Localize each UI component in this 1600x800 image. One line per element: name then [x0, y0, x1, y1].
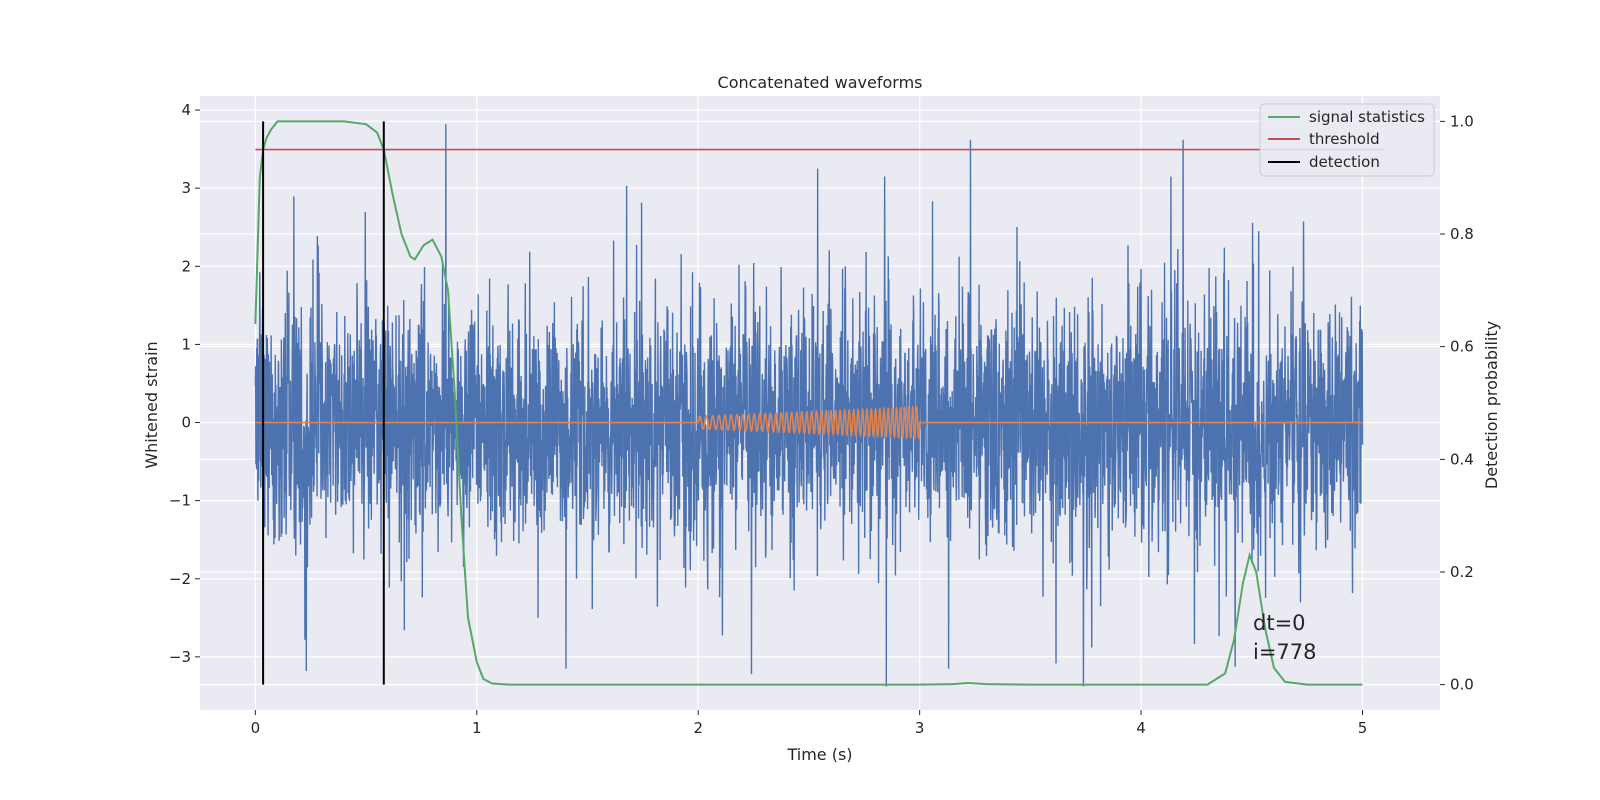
y2-tick-label: 0.4 [1450, 450, 1474, 468]
y2-tick-label: 0.0 [1450, 676, 1474, 694]
x-axis-ticks: 0 1 2 3 4 5 [251, 710, 1368, 737]
x-tick-label: 5 [1358, 719, 1368, 737]
x-tick-label: 0 [251, 719, 261, 737]
annotation-index: i=778 [1253, 640, 1317, 664]
noise-series-line [254, 124, 1364, 687]
legend-box [1259, 103, 1435, 177]
y2-tick-label: 0.8 [1450, 225, 1474, 243]
y-tick-label: 1 [181, 335, 191, 353]
x-tick-label: 4 [1136, 719, 1146, 737]
legend-label-signal-statistics: signal statistics [1309, 108, 1425, 126]
y-tick-label: 4 [181, 101, 191, 119]
annotation-dt: dt=0 [1253, 611, 1306, 635]
legend-label-detection: detection [1309, 153, 1380, 171]
series-layer [254, 120, 1385, 687]
detection-lines [262, 121, 385, 685]
y2-axis-label: Detection probability [1482, 321, 1501, 489]
x-axis-label: Time (s) [786, 745, 852, 764]
x-tick-label: 3 [915, 719, 925, 737]
y-tick-label: 3 [181, 179, 191, 197]
y-axis-ticks: −3 −2 −1 0 1 2 3 4 [169, 101, 200, 666]
legend-label-threshold: threshold [1309, 130, 1380, 148]
x-tick-label: 1 [472, 719, 482, 737]
y2-axis-ticks: 0.0 0.2 0.4 0.6 0.8 1.0 [1440, 112, 1474, 694]
y-tick-label: 0 [181, 414, 191, 432]
legend: signal statistics threshold detection [1259, 103, 1435, 177]
y-tick-label: 2 [181, 257, 191, 275]
y-tick-label: −1 [169, 492, 191, 510]
y2-tick-label: 1.0 [1450, 112, 1474, 130]
y2-tick-label: 0.2 [1450, 563, 1474, 581]
y-tick-label: −3 [169, 648, 191, 666]
chart-title: Concatenated waveforms [718, 73, 923, 92]
y2-tick-label: 0.6 [1450, 338, 1474, 356]
signal-statistics-line [254, 120, 1363, 686]
waveform-series-line [255, 404, 1363, 441]
y-axis-label: Whitened strain [142, 341, 161, 468]
y-tick-label: −2 [169, 570, 191, 588]
x-tick-label: 2 [693, 719, 703, 737]
